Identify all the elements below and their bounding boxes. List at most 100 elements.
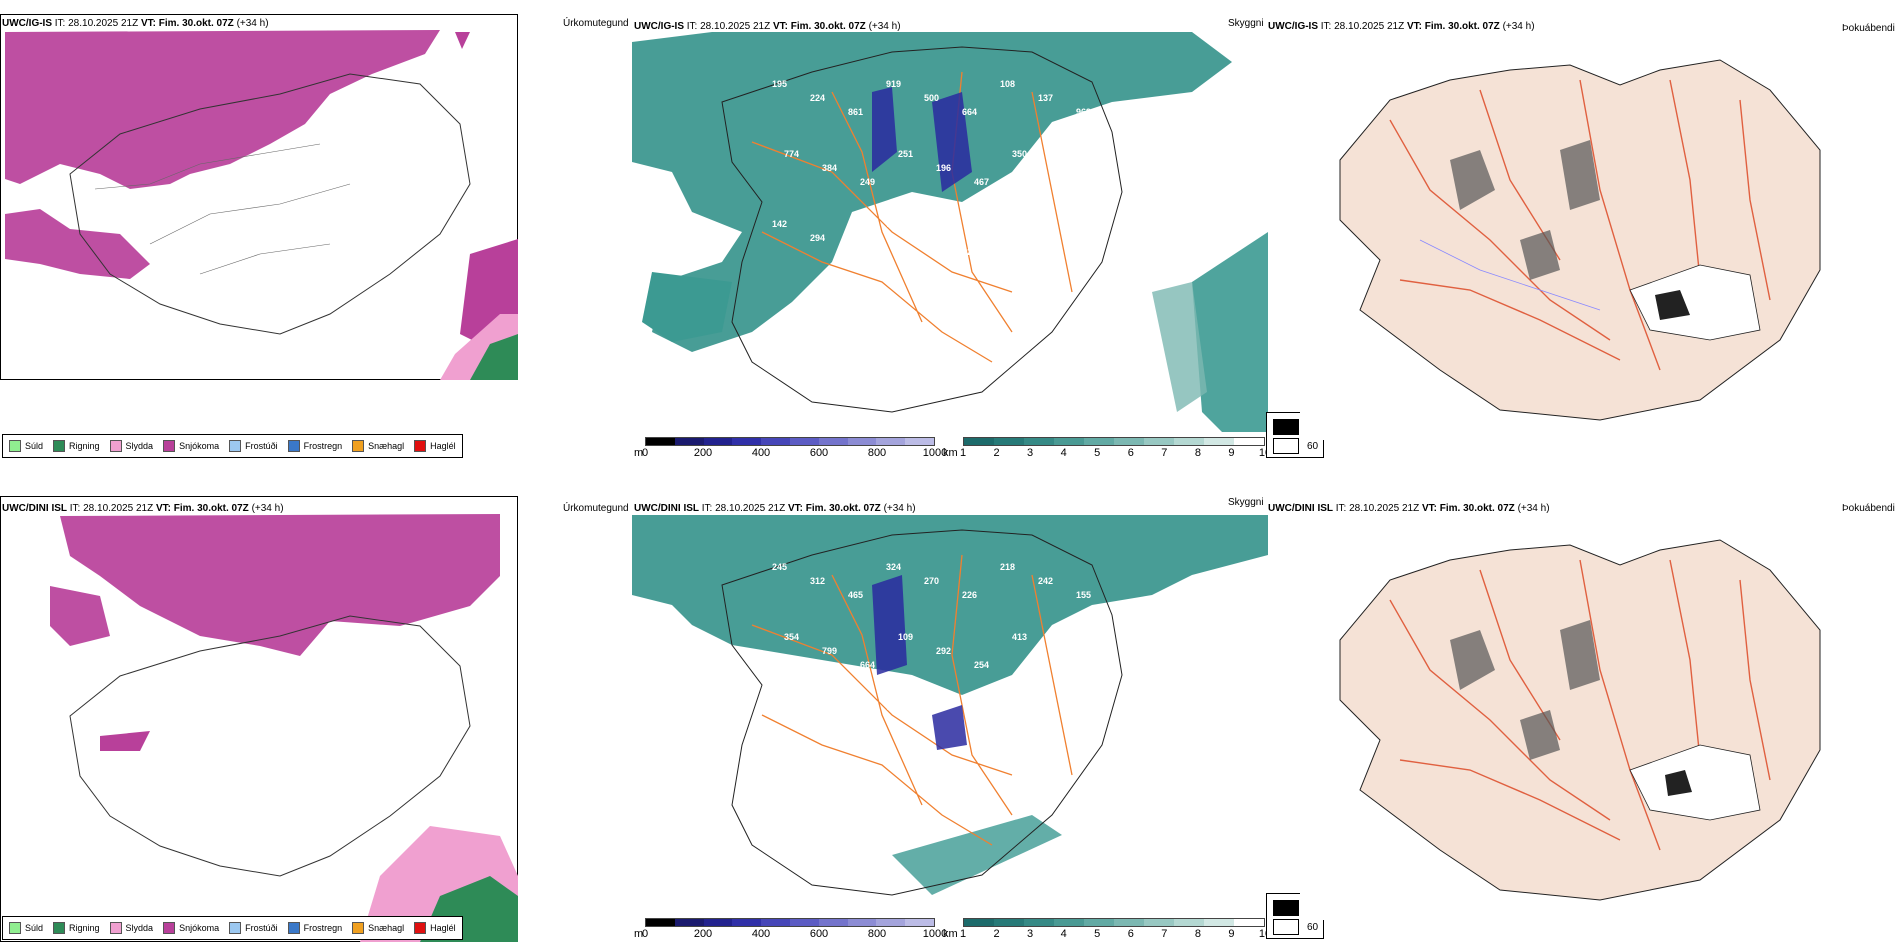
legend-item: Slydda [109,440,153,452]
colorbar-segment [1024,919,1054,926]
colorbar-segment [1084,919,1114,926]
visibility-bar-top: 1 2 3 4 5 6 7 8 9 10 [959,437,1271,460]
peak-label: 664 [860,660,875,670]
colorbar-segment [1174,438,1204,445]
visibility-bar-bottom: 1 2 3 4 5 6 7 8 9 10 [959,918,1271,941]
colorbar-tick-label: 600 [809,928,829,940]
colorbar-segment [1084,438,1114,445]
legend-item: Snjókoma [163,440,219,452]
peak-label: 109 [898,632,913,642]
peak-label: 249 [860,177,875,187]
colorbar-segment [1054,919,1084,926]
header-row2-fog: UWC/DINI ISL IT: 28.10.2025 21Z VT: Fim.… [1268,503,1550,514]
peak-label: 251 [898,149,913,159]
peak-label: 861 [848,107,863,117]
colorbar-segment [646,919,675,926]
legend-item: Frostúði [229,922,278,934]
peak-label: 766 [886,702,901,712]
colorbar-segment [761,919,790,926]
legend-item: Slydda [109,922,153,934]
peak-label: 196 [936,163,951,173]
peak-label: 664 [962,107,977,117]
peak-label: 799 [822,646,837,656]
colorbar-tick-label: 8 [1194,447,1201,459]
peak-label: 292 [936,646,951,656]
header-row2-precip: UWC/DINI ISL IT: 28.10.2025 21Z VT: Fim.… [2,503,284,514]
colorbar-segment [994,919,1024,926]
colorbar-tick-label: 4 [1060,447,1067,459]
peak-label: 228 [962,247,977,257]
colorbar-segment [905,919,934,926]
colorbar-tick-label: 1000 [922,447,948,459]
colorbar-tick-label: 0 [641,447,649,459]
colorbar-segment [674,919,704,926]
colorbar-tick-label: 1 [959,447,967,459]
peak-label: 969 [1076,107,1091,117]
colorbar-tick-label: 1 [959,928,967,940]
legend-item: Súld [9,440,43,452]
colorbar-tick-label: 3 [1027,928,1034,940]
precip-type-map-top: UWC/IG-IS IT: 28.10.2025 21Z VT: Fim. 30… [0,14,518,380]
peak-label: 465 [848,590,863,600]
colorbar-tick-label: 9 [1228,928,1235,940]
peak-label: 366 [1076,247,1091,257]
colorbar-segment [818,919,848,926]
peak-label: 919 [886,79,901,89]
title-visibility-top: Skyggni [1228,18,1264,29]
colorbar-tick-label: 8 [1194,928,1201,940]
visibility-unit-top: km [943,447,958,459]
colorbar-tick-label: 2 [993,447,1000,459]
precip-legend-top: Súld Rigning Slydda Snjókoma Frostúði Fr… [2,434,463,458]
colorbar-segment [1144,438,1174,445]
peak-label: 87 [848,730,858,740]
visibility-map-top: 195 224 861 919 500 664 108 137 969 774 384 249 251 1… [632,32,1268,432]
legend-item: Haglél [414,440,456,452]
peak-label: 245 [772,562,787,572]
cloud-base-unit-top: m [634,447,644,459]
map-frame [0,496,518,942]
peak-label: 413 [1012,632,1027,642]
title-precip-type-top: Úrkomutegund [563,18,629,29]
colorbar-tick-label: 9 [1228,447,1235,459]
colorbar-tick-label: 1000 [922,928,948,940]
header-row1-visibility: UWC/IG-IS IT: 28.10.2025 21Z VT: Fim. 30… [634,21,901,32]
peak-label: 108 [1000,79,1015,89]
peak-label: 467 [974,177,989,187]
peak-label: 208 [1050,646,1065,656]
colorbar-segment [1204,919,1234,926]
peak-label: 137 [1038,93,1053,103]
colorbar-tick-label: 0 [641,928,649,940]
colorbar-tick-label: 200 [693,928,713,940]
colorbar-tick-label: 3 [1027,447,1034,459]
header-row1-fog: UWC/IG-IS IT: 28.10.2025 21Z VT: Fim. 30… [1268,21,1535,32]
colorbar-tick-label: 6 [1127,928,1134,940]
peak-label: 798 [886,219,901,229]
colorbar-segment [847,438,877,445]
peak-label: 423 [848,247,863,257]
colorbar-segment [789,919,819,926]
colorbar-segment [964,438,994,445]
legend-item: Snæhagl [352,440,404,452]
peak-label: 312 [810,576,825,586]
fog-map-top [1300,40,1900,440]
visibility-unit-bottom: km [943,928,958,940]
peak-label: 248 [924,233,939,243]
colorbar-tick-label: 5 [1094,447,1101,459]
legend-item: Haglél [414,922,456,934]
peak-label: 155 [1076,590,1091,600]
peak-label: 254 [974,660,989,670]
colorbar-segment [732,438,762,445]
legend-item: Súld [9,922,43,934]
legend-item: Snæhagl [352,922,404,934]
colorbar-segment [876,438,906,445]
peak-label: 171 [1038,233,1053,243]
colorbar-segment [905,438,934,445]
colorbar-tick-label: 4 [1060,928,1067,940]
colorbar-segment [847,919,877,926]
colorbar-segment [1174,919,1204,926]
legend-item: Frostúði [229,440,278,452]
peak-label: 336 [1088,177,1103,187]
map-frame [0,14,518,380]
colorbar-segment [1114,919,1144,926]
visibility-map-svg: 245 312 465 324 270 226 218 242 155 354 799 664 109 2… [632,515,1268,896]
